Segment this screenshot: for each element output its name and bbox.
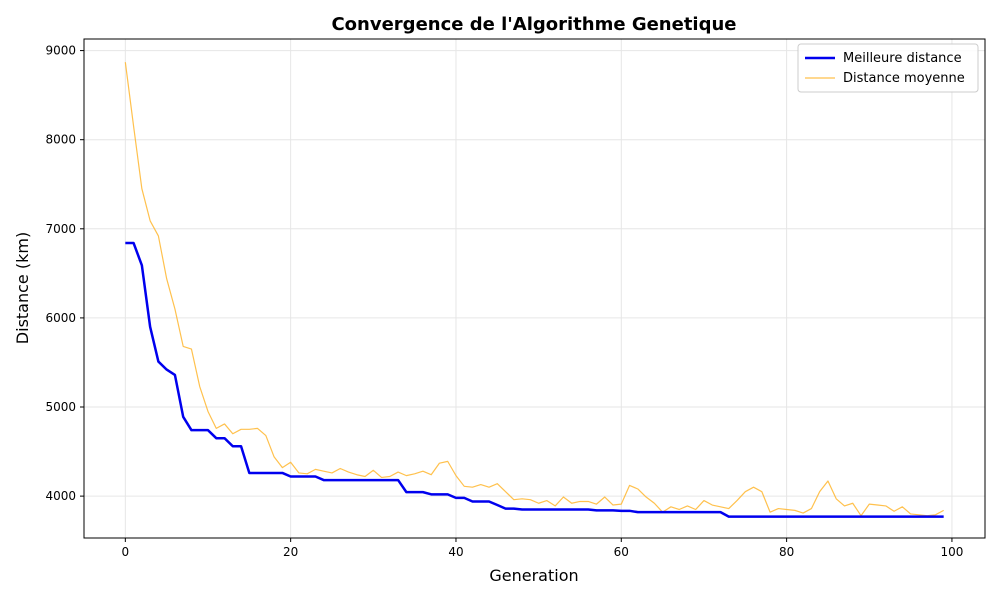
y-tick-label: 5000 <box>45 400 76 414</box>
y-axis-ticks: 4000 5000 6000 7000 8000 9000 <box>45 44 84 503</box>
y-axis-title: Distance (km) <box>13 232 32 344</box>
x-tick-label: 80 <box>779 545 794 559</box>
legend-box <box>797 43 979 93</box>
y-tick-label: 4000 <box>45 489 76 503</box>
x-axis-title: Generation <box>489 566 578 585</box>
x-tick-label: 100 <box>940 545 963 559</box>
legend-label-best: Meilleure distance <box>843 51 962 66</box>
y-tick-label: 8000 <box>45 133 76 147</box>
legend: Meilleure distance Distance moyenne <box>797 43 979 93</box>
x-tick-label: 20 <box>283 545 298 559</box>
series-line-mean-distance <box>124 62 944 517</box>
x-tick-label: 40 <box>448 545 463 559</box>
series-line-best-distance <box>125 241 944 518</box>
x-tick-label: 0 <box>122 545 130 559</box>
x-tick-label: 60 <box>614 545 629 559</box>
series-layer <box>124 62 944 518</box>
x-axis-ticks: 0 20 40 60 80 100 <box>122 538 963 559</box>
y-tick-label: 9000 <box>45 44 76 58</box>
plot-frame <box>83 38 986 539</box>
y-tick-label: 6000 <box>45 311 76 325</box>
chart-title: Convergence de l'Algorithme Genetique <box>331 14 736 35</box>
y-tick-label: 7000 <box>45 222 76 236</box>
legend-label-mean: Distance moyenne <box>843 71 965 86</box>
